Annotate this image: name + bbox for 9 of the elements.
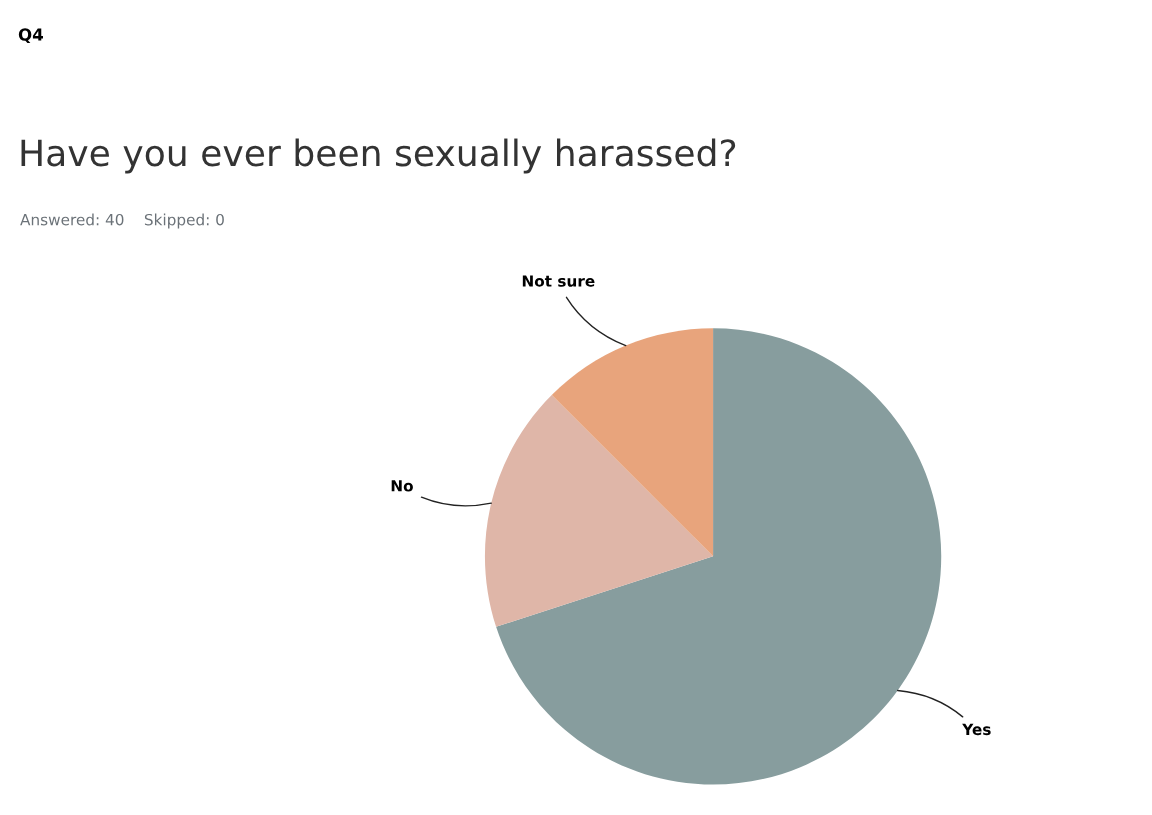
text: Answered: 40 Skipped: 0 (20, 213, 224, 229)
pie-slice (496, 328, 942, 785)
pie-slice (484, 395, 714, 627)
pie-slice (551, 328, 714, 557)
text: Q4 (18, 28, 43, 44)
slice-label: Not sure (522, 275, 595, 287)
slice-label: No (391, 480, 413, 492)
slice-label: Yes (962, 723, 991, 736)
chart-title: Have you ever been sexually harassed? (21, 138, 736, 174)
